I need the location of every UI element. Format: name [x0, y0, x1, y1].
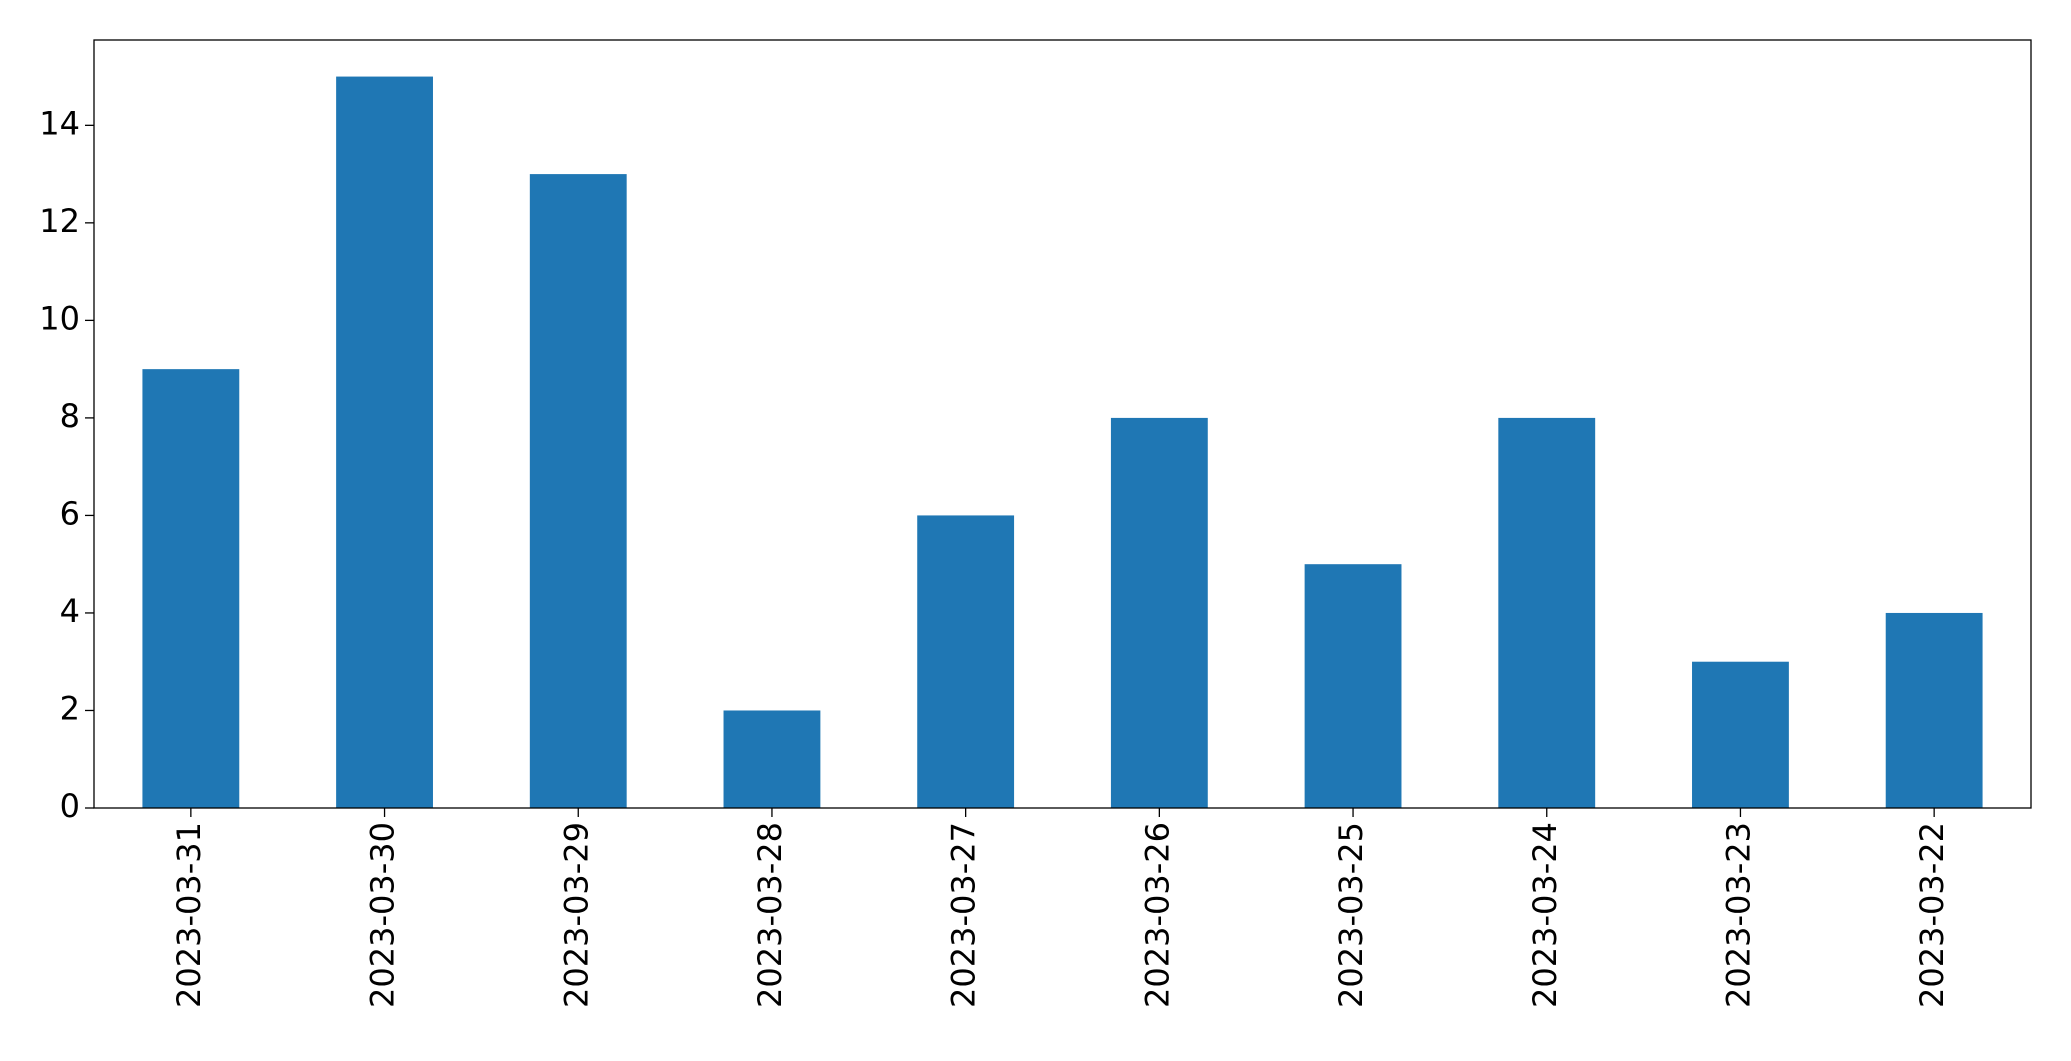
- y-tick-label: 12: [39, 202, 80, 240]
- x-tick-label: 2023-03-27: [945, 822, 983, 1008]
- y-tick-label: 2: [60, 689, 80, 727]
- y-tick-label: 10: [39, 299, 80, 337]
- x-tick-label: 2023-03-30: [364, 822, 402, 1008]
- x-tick-label: 2023-03-22: [1913, 822, 1951, 1008]
- bar: [1885, 612, 1983, 808]
- x-tick-label: 2023-03-29: [557, 822, 595, 1008]
- y-tick-label: 4: [60, 592, 80, 630]
- bar: [336, 76, 433, 809]
- bar: [1692, 661, 1789, 808]
- bar: [917, 515, 1015, 808]
- bar: [1498, 417, 1596, 808]
- x-tick-label: 2023-03-31: [170, 822, 208, 1008]
- x-tick-label: 2023-03-28: [751, 822, 789, 1008]
- y-tick-label: 0: [60, 787, 80, 825]
- plot-frame: [93, 39, 2032, 809]
- bar: [1110, 417, 1208, 808]
- bar: [529, 174, 627, 809]
- bar: [142, 369, 240, 808]
- bar: [723, 710, 821, 808]
- x-tick-label: 2023-03-23: [1719, 822, 1757, 1008]
- x-tick-label: 2023-03-25: [1332, 822, 1370, 1008]
- x-tick-label: 2023-03-26: [1138, 822, 1176, 1008]
- bar: [1304, 564, 1402, 808]
- y-tick-label: 14: [39, 104, 80, 142]
- y-tick-label: 8: [60, 397, 80, 435]
- x-tick-label: 2023-03-24: [1526, 822, 1564, 1008]
- y-tick-label: 6: [60, 494, 80, 532]
